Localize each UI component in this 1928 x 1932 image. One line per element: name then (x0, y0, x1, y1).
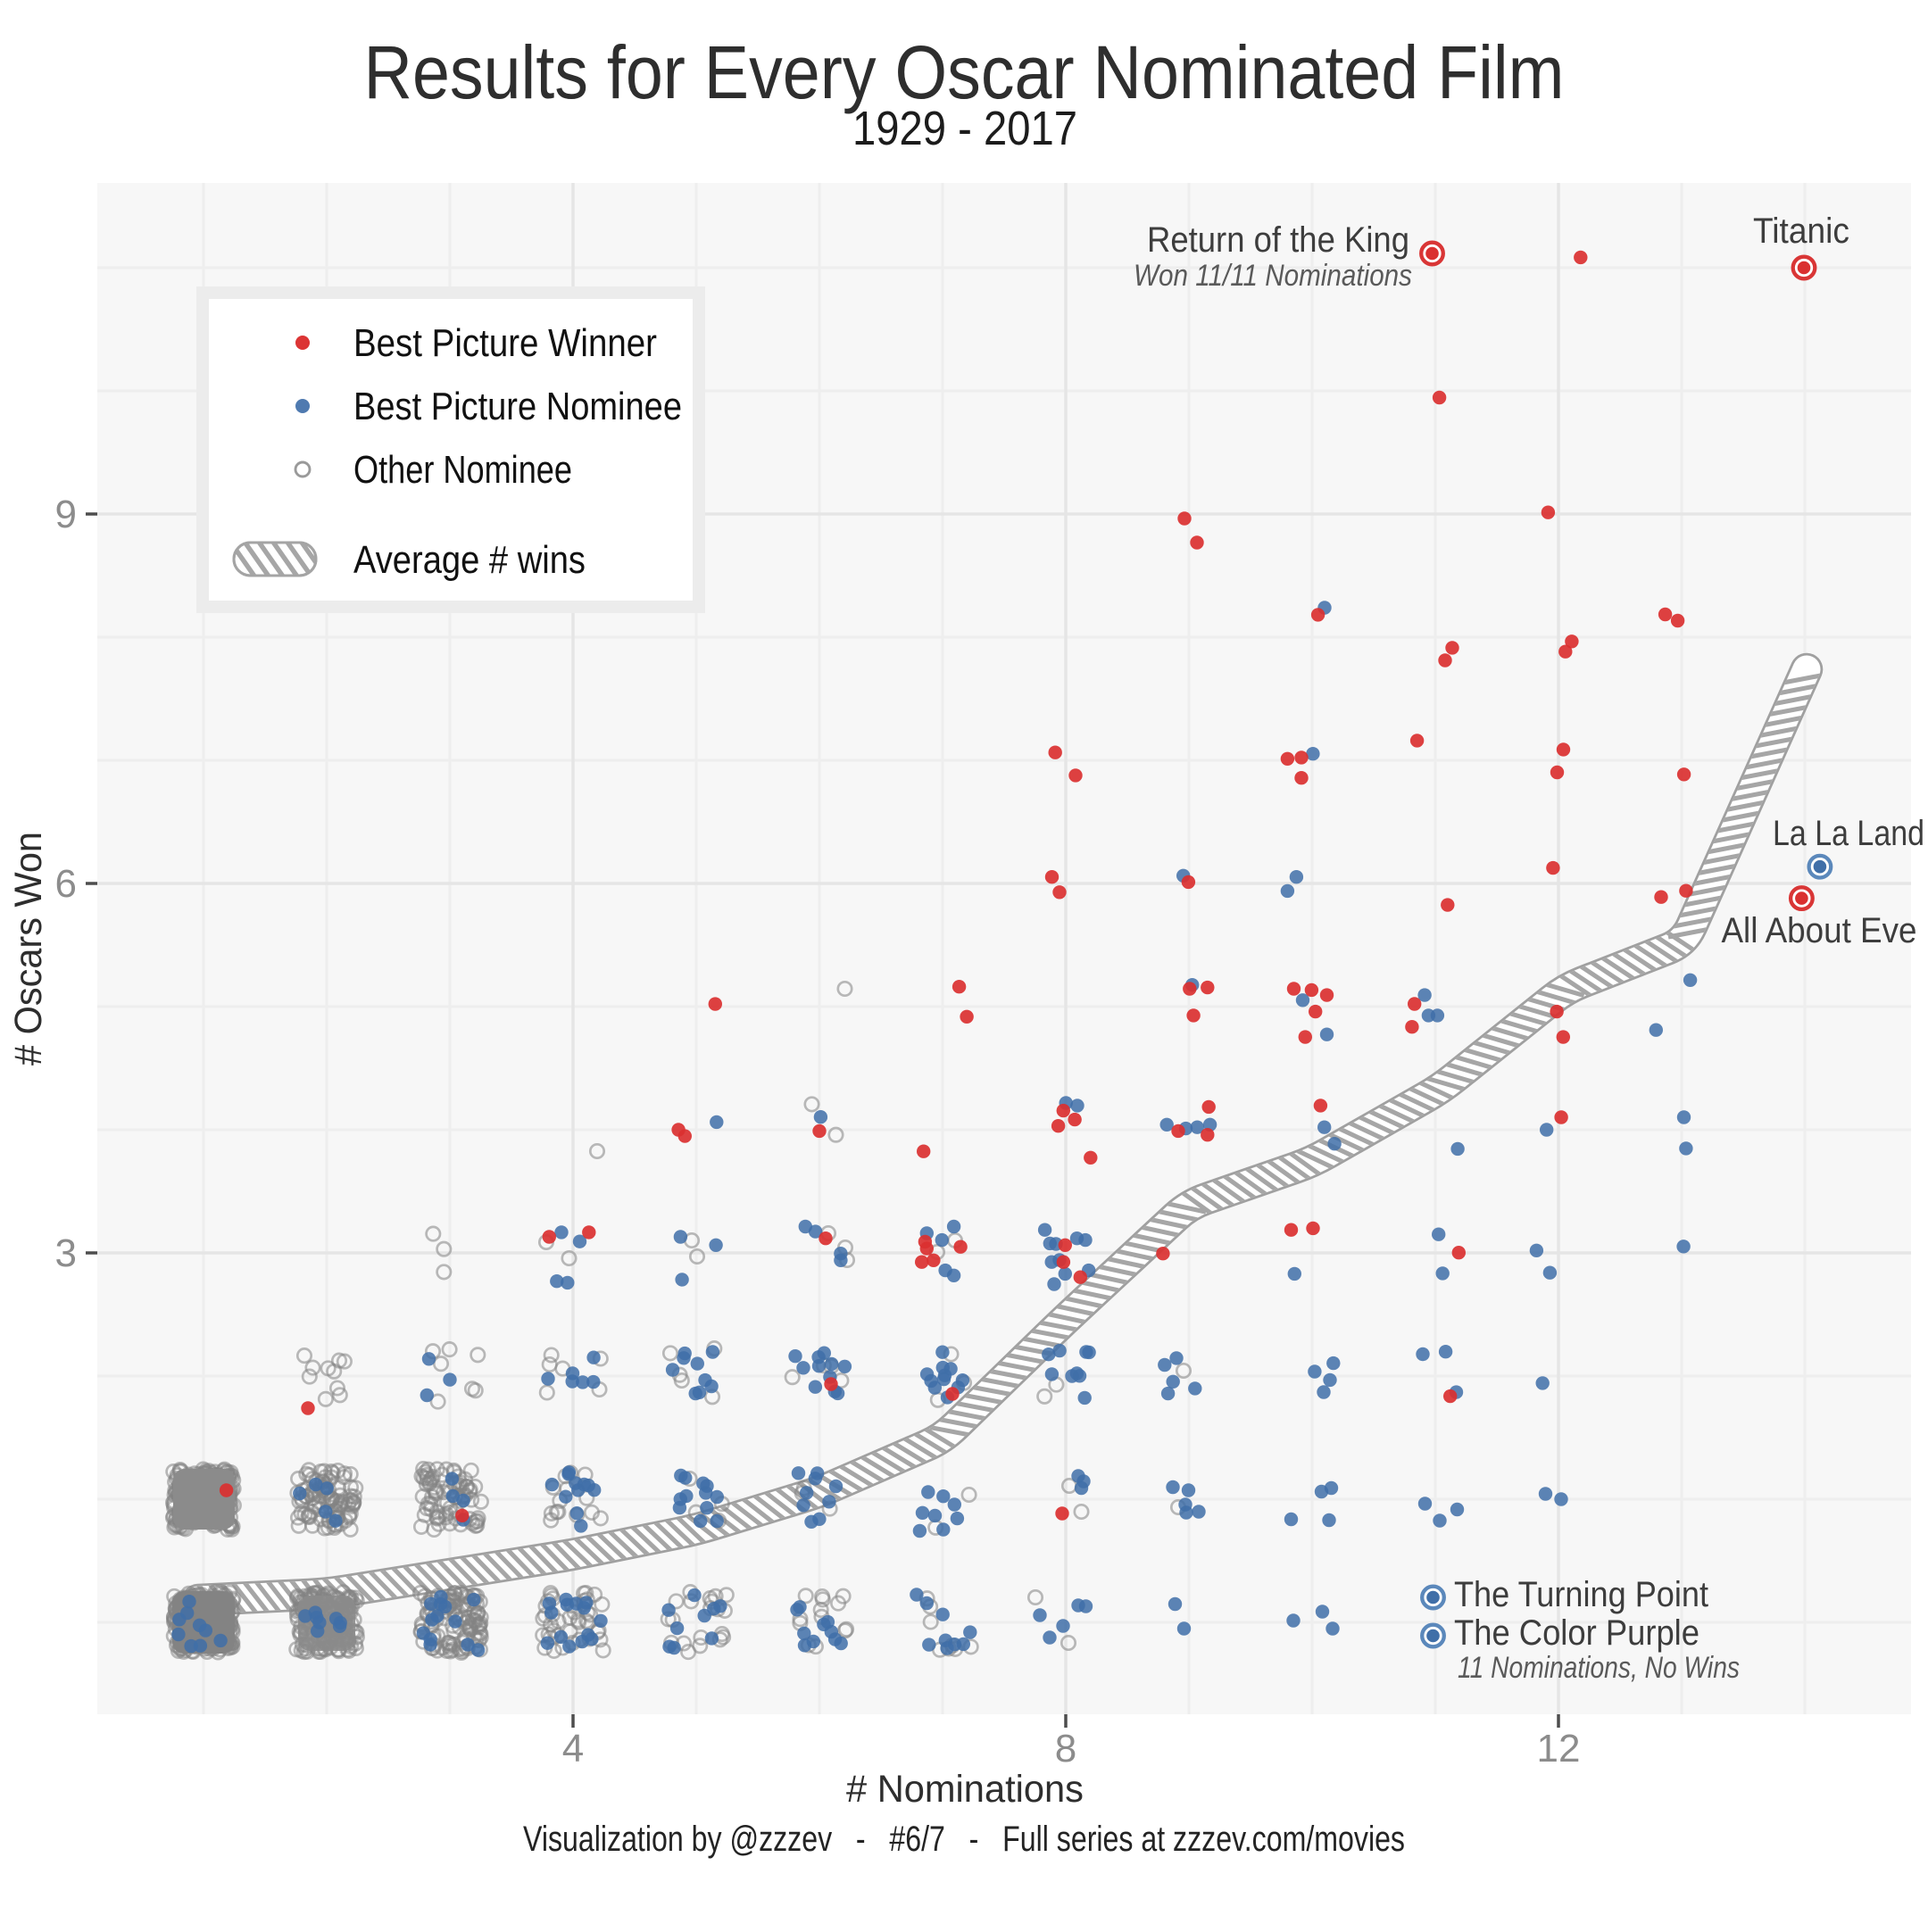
svg-text:Best Picture Winner: Best Picture Winner (353, 321, 657, 365)
svg-text:Best Picture Nominee: Best Picture Nominee (353, 385, 682, 428)
svg-text:4: 4 (562, 1727, 584, 1770)
svg-text:3: 3 (55, 1231, 77, 1275)
svg-text:# Nominations: # Nominations (846, 1768, 1084, 1811)
svg-text:All About Eve: All About Eve (1722, 911, 1917, 950)
svg-text:# Oscars Won: # Oscars Won (7, 832, 50, 1066)
svg-text:1929 - 2017: 1929 - 2017 (852, 102, 1077, 155)
svg-text:11 Nominations, No Wins: 11 Nominations, No Wins (1458, 1651, 1740, 1685)
svg-text:The Color Purple: The Color Purple (1454, 1613, 1699, 1653)
svg-text:Results for Every Oscar Nomina: Results for Every Oscar Nominated Film (364, 30, 1565, 114)
svg-text:La La Land: La La Land (1773, 814, 1924, 853)
svg-text:Average # wins: Average # wins (353, 538, 586, 582)
svg-text:6: 6 (55, 862, 77, 906)
svg-text:9: 9 (55, 493, 77, 536)
svg-text:Titanic: Titanic (1753, 211, 1849, 251)
svg-text:8: 8 (1055, 1727, 1076, 1770)
svg-text:The Turning Point: The Turning Point (1454, 1575, 1708, 1614)
svg-text:Return of the King: Return of the King (1147, 220, 1409, 260)
svg-text:Won 11/11 Nominations: Won 11/11 Nominations (1134, 259, 1412, 293)
svg-text:12: 12 (1537, 1727, 1581, 1770)
svg-text:Visualization by @zzzev -: Visualization by @zzzev - #6/7 - Full se… (523, 1820, 1405, 1859)
svg-text:Other Nominee: Other Nominee (353, 448, 572, 492)
